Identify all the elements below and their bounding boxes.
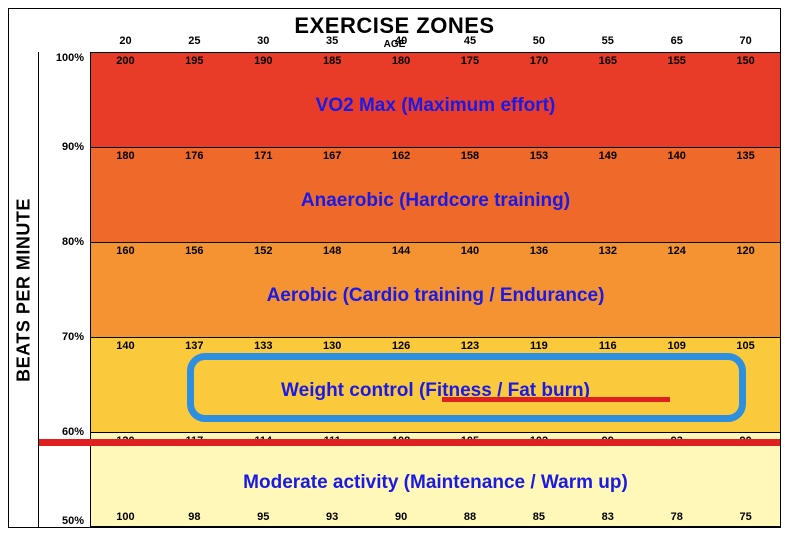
bpm-cell: 98 [160, 509, 229, 527]
highlight-box [187, 353, 745, 422]
zone-bpm-row: 180176171167162158153149140135 [91, 148, 780, 166]
bpm-cell: 75 [711, 509, 780, 527]
bpm-axis: BEATS PER MINUTE [9, 52, 39, 527]
zone-label: Aerobic (Cardio training / Endurance) [91, 285, 780, 307]
bpm-cell: 136 [504, 243, 573, 261]
zone-label: Anaerobic (Hardcore training) [91, 190, 780, 212]
bpm-cell: 90 [367, 509, 436, 527]
bpm-cell: 167 [298, 148, 367, 166]
bpm-cell: 120 [711, 243, 780, 261]
bpm-cell: 200 [91, 53, 160, 71]
age-header-cell: 70 [711, 30, 780, 52]
bpm-cell: 88 [436, 509, 505, 527]
bpm-axis-label: BEATS PER MINUTE [13, 198, 34, 382]
bpm-cell: 78 [642, 509, 711, 527]
bpm-cell: 165 [573, 53, 642, 71]
bpm-cell: 93 [298, 509, 367, 527]
percent-tick: 70% [62, 331, 84, 343]
bpm-cell: 100 [91, 509, 160, 527]
bpm-cell: 170 [504, 53, 573, 71]
bpm-cell: 135 [711, 148, 780, 166]
zone-label: VO2 Max (Maximum effort) [91, 95, 780, 117]
percent-tick: 100% [56, 52, 84, 64]
chart-plot-area: 20253035404550556570 2001951901851801751… [91, 52, 780, 527]
age-header-cell: 55 [573, 30, 642, 52]
age-header-cell: 65 [642, 30, 711, 52]
bpm-cell: 158 [436, 148, 505, 166]
bpm-cell: 150 [711, 53, 780, 71]
percent-tick: 60% [62, 426, 84, 438]
bpm-cell: 85 [504, 509, 573, 527]
age-header-cell: 40 [367, 30, 436, 52]
bpm-cell: 162 [367, 148, 436, 166]
zone-bpm-row-bottom: 100989593908885837875 [91, 509, 780, 527]
bpm-cell: 160 [91, 243, 160, 261]
bpm-cell: 140 [91, 338, 160, 356]
percent-tick: 50% [62, 515, 84, 527]
age-header-cell: 20 [91, 30, 160, 52]
zone-bpm-row: 160156152148144140136132124120 [91, 243, 780, 261]
chart-bottom-border [91, 526, 780, 527]
bpm-cell: 190 [229, 53, 298, 71]
age-header-cell: 35 [298, 30, 367, 52]
percent-axis: 100% 90% 80% 70% 60% 50% [39, 52, 91, 527]
bpm-cell: 171 [229, 148, 298, 166]
bpm-cell: 149 [573, 148, 642, 166]
zone-band: 180176171167162158153149140135 Anaerobic … [91, 147, 780, 242]
highlight-underline [442, 397, 669, 402]
bpm-cell: 195 [160, 53, 229, 71]
bpm-cell: 175 [436, 53, 505, 71]
bpm-cell: 180 [91, 148, 160, 166]
bpm-cell: 153 [504, 148, 573, 166]
bpm-cell: 180 [367, 53, 436, 71]
age-header-cell: 45 [436, 30, 505, 52]
percent-tick: 80% [62, 236, 84, 248]
bpm-cell: 83 [573, 509, 642, 527]
percent-tick: 90% [62, 141, 84, 153]
bpm-cell: 156 [160, 243, 229, 261]
age-header-cell: 50 [504, 30, 573, 52]
age-header-cell: 30 [229, 30, 298, 52]
bpm-cell: 155 [642, 53, 711, 71]
bpm-cell: 124 [642, 243, 711, 261]
chart-container: EXERCISE ZONES AGE BEATS PER MINUTE 100%… [8, 8, 781, 528]
zone-band: 160156152148144140136132124120 Aerobic (C… [91, 242, 780, 337]
bpm-cell: 140 [642, 148, 711, 166]
age-header-row: 20253035404550556570 [91, 30, 780, 52]
zone-label: Moderate activity (Maintenance / Warm up… [91, 472, 780, 494]
bpm-cell: 152 [229, 243, 298, 261]
age-header-cell: 25 [160, 30, 229, 52]
bpm-cell: 95 [229, 509, 298, 527]
bpm-cell: 148 [298, 243, 367, 261]
zone-bpm-row: 200195190185180175170165155150 [91, 53, 780, 71]
bpm-cell: 140 [436, 243, 505, 261]
bpm-cell: 176 [160, 148, 229, 166]
chart-main: BEATS PER MINUTE 100%90%80%70%60%50% 202… [9, 52, 780, 527]
zone-band: 200195190185180175170165155150 VO2 Max (M… [91, 52, 780, 147]
bpm-cell: 185 [298, 53, 367, 71]
zone-band: 120117114111108105102999390Moderate acti… [91, 432, 780, 527]
bpm-cell: 132 [573, 243, 642, 261]
highlight-red-line [39, 439, 780, 446]
bpm-cell: 144 [367, 243, 436, 261]
